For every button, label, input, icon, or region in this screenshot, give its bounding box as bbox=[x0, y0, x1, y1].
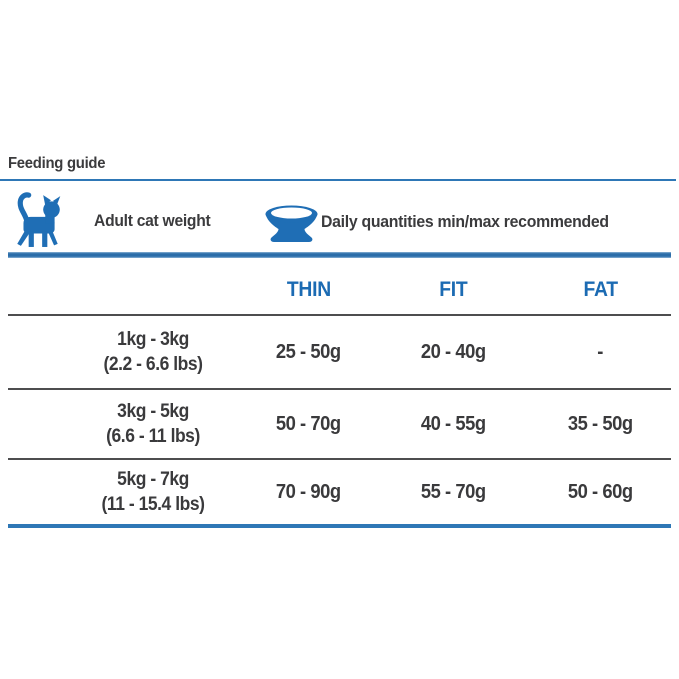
fit-value: 40 - 55g bbox=[421, 412, 486, 435]
fat-value: 35 - 50g bbox=[568, 412, 633, 435]
page-title: Feeding guide bbox=[8, 155, 113, 173]
thin-label: THIN bbox=[286, 278, 331, 301]
weight-lbs: (2.2 - 6.6 lbs) bbox=[103, 354, 203, 375]
fit-label: FIT bbox=[439, 278, 468, 301]
table-header-row: THIN FIT FAT bbox=[8, 258, 671, 314]
feeding-table: THIN FIT FAT 1kg - 3kg (2.2 - 6.6 lbs) 2… bbox=[8, 258, 671, 528]
weight-cell: 1kg - 3kg (2.2 - 6.6 lbs) bbox=[8, 327, 240, 377]
column-header-fat: FAT bbox=[530, 270, 671, 302]
fit-value: 55 - 70g bbox=[421, 480, 486, 503]
thin-value: 70 - 90g bbox=[276, 480, 341, 503]
thin-value: 50 - 70g bbox=[276, 412, 341, 435]
weight-lbs: (6.6 - 11 lbs) bbox=[106, 426, 200, 447]
fat-value: - bbox=[597, 340, 604, 363]
fat-label: FAT bbox=[583, 278, 618, 301]
weight-cell: 3kg - 5kg (6.6 - 11 lbs) bbox=[8, 399, 240, 449]
weight-lbs: (11 - 15.4 lbs) bbox=[101, 494, 205, 515]
weight-kg: 1kg - 3kg bbox=[117, 329, 189, 350]
empty-header-cell bbox=[8, 282, 240, 290]
fit-value: 20 - 40g bbox=[421, 340, 486, 363]
table-row: 1kg - 3kg (2.2 - 6.6 lbs) 25 - 50g 20 - … bbox=[8, 314, 671, 388]
table-row: 5kg - 7kg (11 - 15.4 lbs) 70 - 90g 55 - … bbox=[8, 458, 671, 524]
column-header-thin: THIN bbox=[240, 270, 377, 302]
daily-quantities-label: Daily quantities min/max recommended bbox=[321, 212, 630, 232]
daily-quantities-text: Daily quantities min/max recommended bbox=[321, 212, 609, 231]
page-title-text: Feeding guide bbox=[8, 155, 106, 172]
weight-cell: 5kg - 7kg (11 - 15.4 lbs) bbox=[8, 467, 240, 517]
weight-kg: 3kg - 5kg bbox=[117, 401, 189, 422]
adult-cat-weight-text: Adult cat weight bbox=[93, 211, 211, 230]
header-divider-line bbox=[8, 252, 671, 258]
adult-cat-weight-label: Adult cat weight bbox=[82, 211, 222, 231]
table-row: 3kg - 5kg (6.6 - 11 lbs) 50 - 70g 40 - 5… bbox=[8, 388, 671, 458]
column-header-fit: FIT bbox=[377, 270, 530, 302]
title-underline bbox=[0, 179, 676, 181]
thin-value: 25 - 50g bbox=[276, 340, 341, 363]
fat-value: 50 - 60g bbox=[568, 480, 633, 503]
cat-silhouette-icon bbox=[17, 192, 61, 247]
food-bowl-icon bbox=[265, 205, 318, 242]
weight-kg: 5kg - 7kg bbox=[117, 469, 189, 490]
